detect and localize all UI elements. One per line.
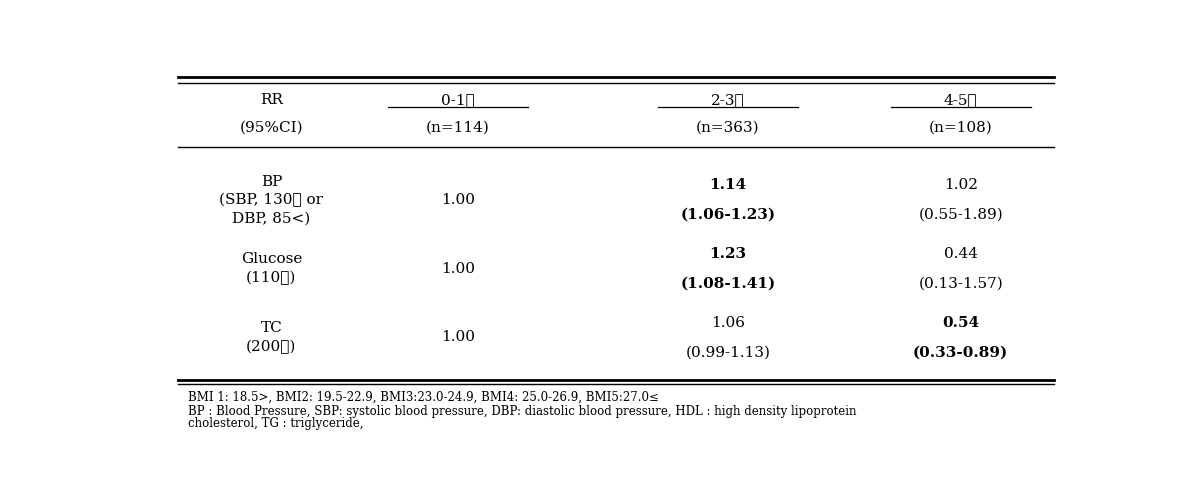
Text: 1.00: 1.00	[441, 330, 475, 344]
Text: TC
(200≧): TC (200≧)	[246, 320, 297, 353]
Text: 4-5급: 4-5급	[944, 93, 977, 107]
Text: (0.99-1.13): (0.99-1.13)	[685, 345, 770, 359]
Text: (1.08-1.41): (1.08-1.41)	[680, 276, 775, 290]
Text: RR: RR	[260, 93, 282, 107]
Text: BP : Blood Pressure, SBP: systolic blood pressure, DBP: diastolic blood pressure: BP : Blood Pressure, SBP: systolic blood…	[188, 404, 856, 417]
Text: 0.44: 0.44	[944, 247, 977, 261]
Text: BP
(SBP, 130≧ or
DBP, 85<): BP (SBP, 130≧ or DBP, 85<)	[219, 174, 323, 226]
Text: (1.06-1.23): (1.06-1.23)	[680, 208, 775, 222]
Text: 1.23: 1.23	[709, 247, 746, 261]
Text: 1.14: 1.14	[709, 178, 746, 192]
Text: BMI 1: 18.5>, BMI2: 19.5-22.9, BMI3:23.0-24.9, BMI4: 25.0-26.9, BMI5:27.0≤: BMI 1: 18.5>, BMI2: 19.5-22.9, BMI3:23.0…	[188, 390, 659, 403]
Text: (0.55-1.89): (0.55-1.89)	[918, 208, 1004, 222]
Text: 0-1급: 0-1급	[441, 93, 475, 107]
Text: cholesterol, TG : triglyceride,: cholesterol, TG : triglyceride,	[188, 416, 363, 429]
Text: (n=108): (n=108)	[929, 121, 993, 135]
Text: 1.00: 1.00	[441, 193, 475, 207]
Text: 1.06: 1.06	[710, 315, 745, 329]
Text: (95%CI): (95%CI)	[239, 121, 303, 135]
Text: 1.00: 1.00	[441, 261, 475, 275]
Text: (0.13-1.57): (0.13-1.57)	[918, 276, 1004, 290]
Text: Glucose
(110≧): Glucose (110≧)	[240, 252, 302, 285]
Text: (n=114): (n=114)	[426, 121, 489, 135]
Text: 0.54: 0.54	[942, 315, 980, 329]
Text: (0.33-0.89): (0.33-0.89)	[914, 345, 1008, 359]
Text: 1.02: 1.02	[944, 178, 977, 192]
Text: 2-3급: 2-3급	[712, 93, 744, 107]
Text: (n=363): (n=363)	[696, 121, 760, 135]
